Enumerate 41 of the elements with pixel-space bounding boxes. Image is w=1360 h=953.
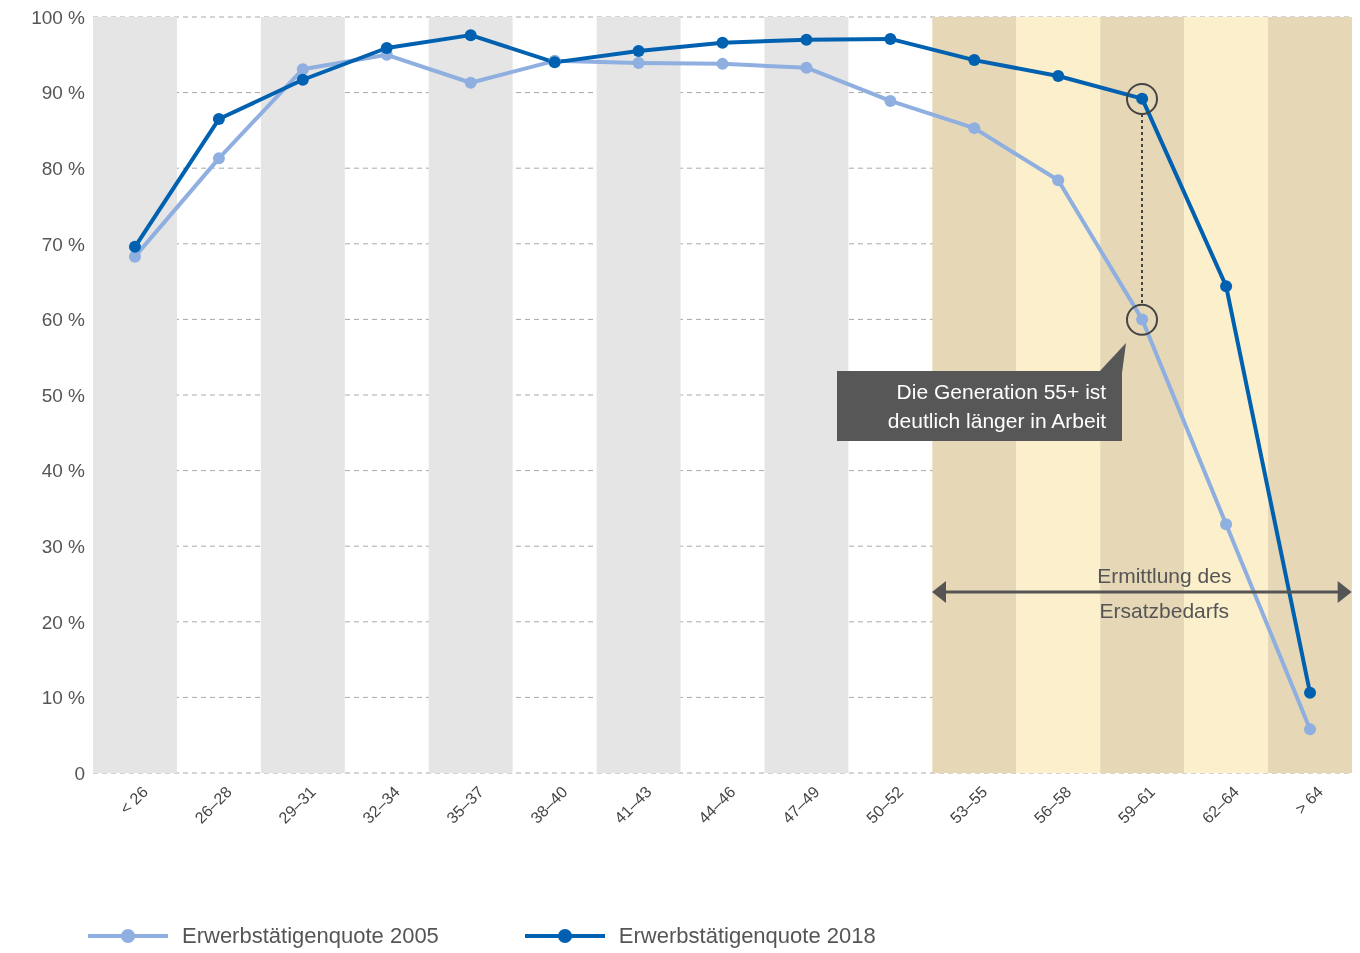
point [1304,723,1317,736]
point [632,57,645,70]
point [1220,518,1233,531]
y-tick-label: 90 % [41,82,86,104]
point [884,94,897,107]
y-tick-label: 60 % [41,309,86,331]
y-tick-label: 0 [74,762,85,784]
y-tick-label: 20 % [41,611,86,633]
y-tick-label: 100 % [31,6,86,28]
point [884,32,897,45]
point [968,122,981,135]
point [212,152,225,165]
legend-label: Erwerbstätigenquote 2018 [618,923,876,949]
y-tick-label: 30 % [41,535,86,557]
point [1052,174,1065,187]
point [1304,686,1317,699]
annotation: Ermittlung des Ersatzbedarfs [1096,562,1233,624]
point [212,113,225,126]
point [380,42,393,54]
point [968,54,981,67]
point [1052,69,1065,82]
point [800,61,813,74]
point [716,36,729,49]
y-tick-label: 80 % [41,157,86,179]
point [716,57,729,70]
x-tick-label: > 64 [1291,783,1327,818]
point [296,73,309,86]
x-tick-label: < 26 [116,783,152,818]
point [1220,280,1233,293]
y-tick-label: 50 % [41,384,86,406]
point [296,63,309,76]
point [632,45,645,58]
point [464,29,477,42]
y-tick-label: 70 % [41,233,86,255]
y-tick-label: 40 % [41,460,86,482]
point [464,76,477,89]
point [128,240,141,253]
legend-label: Erwerbstätigenquote 2005 [182,923,439,949]
y-tick-label: 10 % [41,687,86,709]
annotation: Die Generation 55+ ist deutlich länger in Arbeit [837,371,1123,442]
point [800,33,813,46]
